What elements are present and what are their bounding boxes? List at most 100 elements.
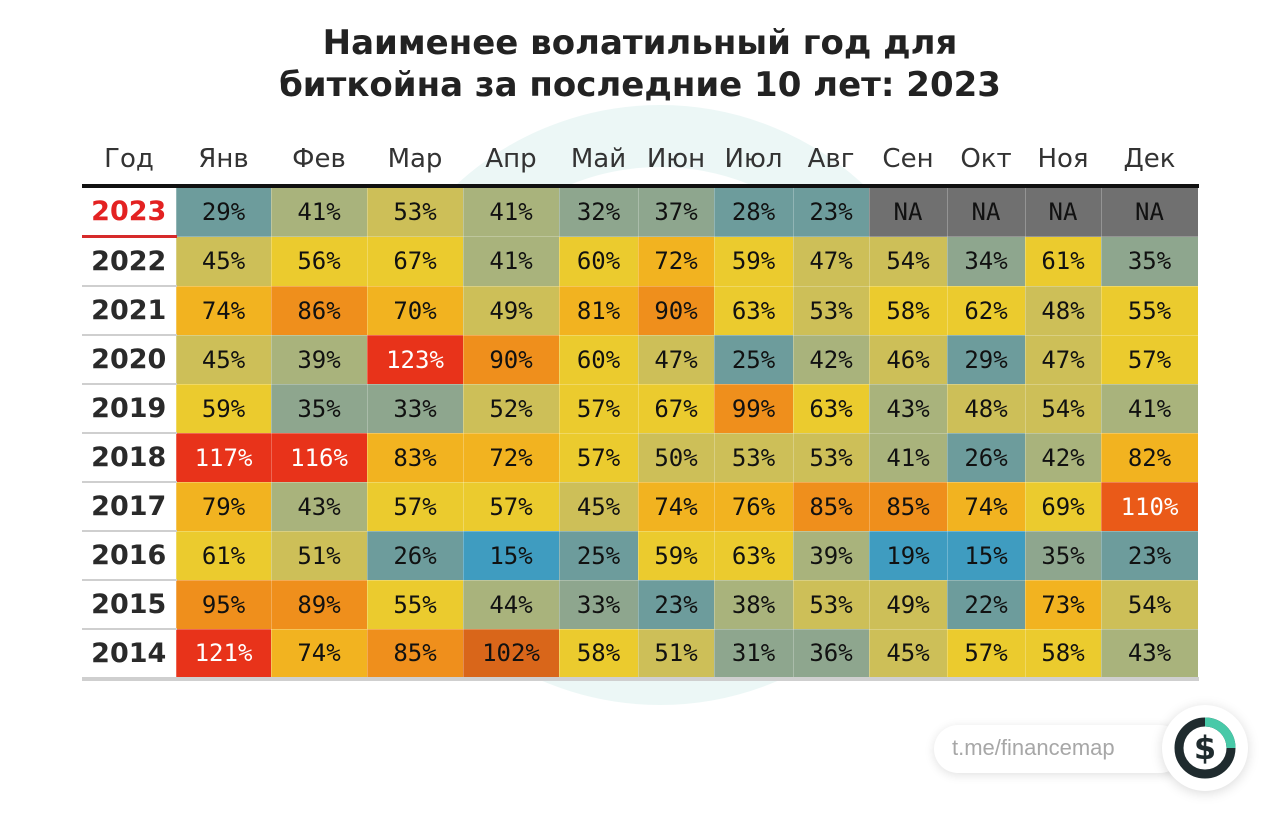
heatmap-cell: 123% [366, 334, 464, 385]
heatmap-cell: 48% [946, 383, 1026, 434]
heatmap-cell: 39% [270, 334, 368, 385]
heatmap-cell: 60% [558, 236, 639, 287]
year-label: 2019 [82, 384, 176, 434]
heatmap-cell: 15% [946, 530, 1026, 581]
heatmap-cell: 62% [946, 285, 1026, 336]
year-label: 2021 [82, 286, 176, 336]
heatmap-cell: 22% [946, 579, 1026, 630]
heatmap-cell: 48% [1024, 285, 1102, 336]
heatmap-cell: 50% [637, 432, 715, 483]
heatmap-cell: 25% [713, 334, 794, 385]
heatmap-cell: 41% [868, 432, 948, 483]
year-label: 2022 [82, 236, 176, 287]
heatmap-cell: 81% [558, 285, 639, 336]
heatmap-cell: 102% [462, 628, 560, 681]
heatmap-cell: 51% [270, 530, 368, 581]
heatmap-cell: 58% [558, 628, 639, 681]
heatmap-cell: 44% [462, 579, 560, 630]
heatmap-cell: 19% [868, 530, 948, 581]
heatmap-cell: 43% [1100, 628, 1199, 681]
heatmap-cell: 52% [462, 383, 560, 434]
heatmap-cell: 45% [558, 481, 639, 532]
heatmap-cell: 26% [366, 530, 464, 581]
heatmap-cell: 26% [946, 432, 1026, 483]
heatmap-cell: 51% [637, 628, 715, 681]
month-header: Окт [960, 144, 1012, 174]
heatmap-cell: 55% [1100, 285, 1199, 336]
heatmap-cell: 63% [713, 285, 794, 336]
heatmap-cell: 79% [175, 481, 272, 532]
heatmap-cell: 41% [1100, 383, 1199, 434]
heatmap-cell: 29% [175, 184, 272, 237]
svg-text:$: $ [1194, 729, 1216, 767]
heatmap-cell: 33% [366, 383, 464, 434]
heatmap-row: 2021 74% 86% 70% 49% 81% 90% 63% 53% 58% 62% 48% 55% [82, 285, 1199, 336]
heatmap-row: 2018 117% 116% 83% 72% 57% 50% 53% 53% 41% 26% 42% 8… [82, 432, 1199, 483]
heatmap-cell: 57% [946, 628, 1026, 681]
heatmap-cell: 70% [366, 285, 464, 336]
heatmap-row: 2015 95% 89% 55% 44% 33% 23% 38% 53% 49% 22% 73% 54% [82, 579, 1199, 630]
heatmap-cell: 83% [366, 432, 464, 483]
heatmap-cell: 35% [1024, 530, 1102, 581]
heatmap-cell: 42% [1024, 432, 1102, 483]
heatmap-cell: 90% [637, 285, 715, 336]
heatmap-cell: 23% [637, 579, 715, 630]
heatmap-cell: 86% [270, 285, 368, 336]
heatmap-cell: 23% [1100, 530, 1199, 581]
heatmap-cell: 57% [462, 481, 560, 532]
heatmap-cell: 34% [946, 236, 1026, 287]
heatmap-cell: 76% [713, 481, 794, 532]
title-line-1: Наименее волатильный год для [322, 23, 958, 63]
year-label: 2020 [82, 335, 176, 385]
year-label: 2018 [82, 433, 176, 483]
heatmap-cell: 15% [462, 530, 560, 581]
heatmap-row: 2014 121% 74% 85% 102% 58% 51% 31% 36% 45% 57% 58% 4… [82, 628, 1199, 681]
year-label: 2014 [82, 629, 176, 681]
heatmap-cell: 74% [175, 285, 272, 336]
heatmap-cell: 45% [868, 628, 948, 681]
heatmap-cell: 47% [1024, 334, 1102, 385]
heatmap-cell: 57% [558, 432, 639, 483]
heatmap-cell: 116% [270, 432, 368, 483]
telegram-link-text[interactable]: t.me/financemap [952, 735, 1115, 760]
heatmap-cell: 54% [1100, 579, 1199, 630]
heatmap-cell: 85% [868, 481, 948, 532]
heatmap-row: 2017 79% 43% 57% 57% 45% 74% 76% 85% 85% 74% 69% 110… [82, 481, 1199, 532]
heatmap-cell: 53% [792, 285, 870, 336]
heatmap-cell: 25% [558, 530, 639, 581]
heatmap-cell: 38% [713, 579, 794, 630]
heatmap-cell: 54% [1024, 383, 1102, 434]
heatmap-cell: 69% [1024, 481, 1102, 532]
heatmap-cell: 90% [462, 334, 560, 385]
heatmap-cell: 121% [175, 628, 272, 681]
heatmap-cell: 39% [792, 530, 870, 581]
heatmap-cell: 85% [366, 628, 464, 681]
month-header: Июн [646, 144, 706, 174]
heatmap-cell: 117% [175, 432, 272, 483]
heatmap-cell: 59% [175, 383, 272, 434]
month-header: Мар [387, 144, 443, 174]
heatmap-cell: 72% [462, 432, 560, 483]
heatmap-cell: 32% [558, 184, 639, 237]
heatmap-cell: 74% [946, 481, 1026, 532]
heatmap-cell: 58% [1024, 628, 1102, 681]
heatmap-cell: 55% [366, 579, 464, 630]
year-label: 2023 [82, 184, 176, 238]
volatility-heatmap: Год Янв Фев Мар Апр Май Июн Июл Авг Сен Окт Ноя Дек… [82, 134, 1199, 681]
heatmap-cell: 60% [558, 334, 639, 385]
heatmap-cell: 43% [868, 383, 948, 434]
heatmap-cell: 110% [1100, 481, 1199, 532]
heatmap-cell: 57% [366, 481, 464, 532]
heatmap-cell: NA [1024, 184, 1102, 237]
month-header-row: Год Янв Фев Мар Апр Май Июн Июл Авг Сен Окт Ноя Дек [82, 134, 1198, 186]
month-header: Янв [198, 144, 249, 174]
heatmap-cell: 23% [792, 184, 870, 237]
heatmap-cell: 61% [175, 530, 272, 581]
month-header: Сен [882, 144, 934, 174]
month-header: Май [570, 144, 627, 174]
year-column-header: Год [104, 144, 154, 174]
telegram-link-badge[interactable]: t.me/financemap [934, 725, 1184, 773]
heatmap-row: 2016 61% 51% 26% 15% 25% 59% 63% 39% 19% 15% 35% 23% [82, 530, 1199, 581]
month-header: Фев [292, 144, 346, 174]
heatmap-cell: 43% [270, 481, 368, 532]
